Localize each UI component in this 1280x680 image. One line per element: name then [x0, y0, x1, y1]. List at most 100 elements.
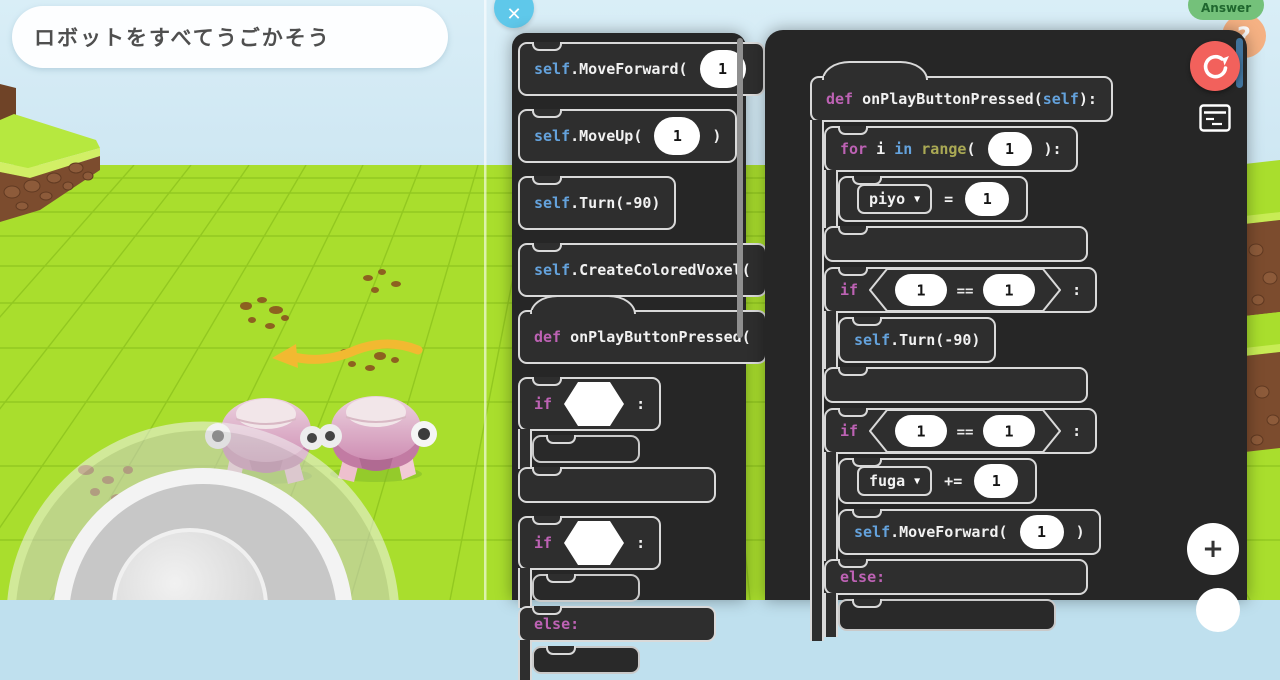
keyword-in: in	[894, 140, 913, 158]
reset-button[interactable]	[1190, 41, 1240, 91]
code-text	[552, 534, 561, 552]
block-create-colored-voxel[interactable]: self .CreateColoredVoxel(	[518, 243, 767, 297]
block-spine	[810, 120, 824, 641]
block-for-range-header[interactable]: for i in range( 1 ):	[824, 126, 1078, 172]
keyword-if: if	[840, 422, 859, 440]
keyword-self: self	[534, 127, 571, 145]
block-move-up[interactable]: self .MoveUp( 1 )	[518, 109, 738, 163]
condition-input[interactable]: 1 == 1	[869, 409, 1062, 453]
toolbox-block-list: self .MoveForward( 1 self .MoveUp( 1 ) self.…	[518, 42, 767, 680]
keyword-def: def	[534, 328, 562, 346]
nested-blocks: piyo ▼ = 1	[824, 170, 1029, 228]
robot-2	[318, 396, 437, 482]
code-text: .CreateColoredVoxel(	[570, 261, 751, 279]
terrain-ledge	[0, 84, 100, 222]
empty-slot[interactable]	[838, 599, 1056, 631]
block-increment-fuga[interactable]: fuga ▼ += 1	[838, 458, 1038, 504]
empty-slot[interactable]	[532, 435, 640, 463]
block-turn[interactable]: self .Turn(-90)	[838, 317, 997, 363]
block-if-else-footer[interactable]: else:	[518, 606, 716, 642]
keyword-def: def	[826, 90, 854, 108]
code-text: :	[627, 534, 646, 552]
nested-blocks: self .Turn(-90)	[824, 311, 997, 369]
keyword-if: if	[534, 534, 553, 552]
block-if[interactable]: if :	[518, 377, 716, 503]
block-if-else-equals[interactable]: if 1 == 1 : fuga ▼ += 1 self .MoveForward( 1 )…	[824, 408, 1101, 637]
variable-dropdown[interactable]: fuga ▼	[857, 466, 933, 496]
block-if-header[interactable]: if :	[518, 377, 662, 431]
block-spine	[518, 640, 532, 680]
condition-placeholder[interactable]	[563, 381, 625, 427]
keyword-if: if	[534, 395, 553, 413]
block-spine	[824, 452, 838, 561]
block-move-forward[interactable]: self .MoveForward( 1	[518, 42, 765, 96]
block-def-onplaybuttonpressed-header[interactable]: def onPlayButtonPressed(self):	[810, 61, 1113, 122]
joystick[interactable]	[7, 421, 399, 600]
joystick-knob[interactable]	[112, 528, 268, 600]
empty-slot[interactable]	[532, 574, 640, 602]
svg-text:==: ==	[957, 284, 974, 300]
nested-blocks	[518, 640, 640, 680]
condition-placeholder[interactable]	[563, 520, 625, 566]
keyword-self: self	[1042, 90, 1079, 108]
code-text: .MoveUp(	[570, 127, 652, 145]
code-text: ):	[1078, 90, 1097, 108]
block-def-onplaybuttonpressed[interactable]: def onPlayButtonPressed(self): for i in r…	[810, 61, 1113, 641]
block-if-equals[interactable]: if 1 == 1 : self .Turn(-90)	[824, 267, 1098, 403]
keyword-if: if	[840, 281, 859, 299]
zoom-in-button[interactable]: +	[1187, 523, 1239, 575]
keyword-range: range	[921, 140, 967, 158]
block-for-range-footer[interactable]	[824, 226, 1088, 262]
block-if-else-equals-footer[interactable]: else:	[824, 559, 1088, 595]
close-icon: ✕	[506, 4, 522, 25]
number-input[interactable]: 1	[965, 182, 1010, 216]
block-spine	[824, 170, 838, 228]
number-input[interactable]: 1	[987, 132, 1032, 166]
reset-icon	[1203, 54, 1229, 79]
block-turn[interactable]: self .Turn(-90)	[518, 176, 677, 230]
dropdown-arrow-icon: ▼	[914, 193, 921, 205]
code-workspace-panel: def onPlayButtonPressed(self): for i in r…	[765, 30, 1247, 641]
code-text: +=	[935, 472, 972, 490]
block-toolbox-panel: self .MoveForward( 1 self .MoveUp( 1 ) self.…	[512, 33, 767, 680]
code-text	[912, 140, 921, 158]
number-input[interactable]: 1	[974, 464, 1019, 498]
block-if-else[interactable]: if : else:	[518, 516, 716, 680]
answer-button[interactable]: Answer	[1188, 0, 1265, 20]
keyword-else: else:	[534, 615, 580, 633]
mission-text: ロボットをすべてうごかそう	[34, 26, 331, 50]
block-for-range[interactable]: for i in range( 1 ): piyo ▼ = 1	[824, 126, 1088, 262]
nested-blocks	[518, 429, 640, 469]
zoom-out-button[interactable]	[1196, 588, 1240, 632]
block-if-else-header[interactable]: if :	[518, 516, 662, 570]
block-assign-piyo[interactable]: piyo ▼ = 1	[838, 176, 1029, 222]
path-arrow	[272, 339, 423, 368]
code-text: =	[935, 190, 963, 208]
block-spine	[518, 568, 532, 608]
code-list-icon	[1199, 104, 1231, 132]
code-text	[858, 422, 867, 440]
code-text: :	[627, 395, 646, 413]
block-if-equals-header[interactable]: if 1 == 1 :	[824, 267, 1098, 313]
keyword-else: else:	[840, 568, 886, 586]
variable-dropdown[interactable]: piyo ▼	[857, 184, 933, 214]
workspace-block-canvas: def onPlayButtonPressed(self): for i in r…	[810, 61, 1113, 641]
number-input[interactable]: 1	[1019, 515, 1064, 549]
code-text: :	[1063, 422, 1082, 440]
block-def-onplaybuttonpressed[interactable]: def onPlayButtonPressed(	[518, 295, 767, 364]
block-if-else-equals-header[interactable]: if 1 == 1 :	[824, 408, 1098, 454]
empty-slot[interactable]	[532, 646, 640, 674]
block-if-footer[interactable]	[518, 467, 716, 503]
svg-text:1: 1	[1005, 423, 1014, 441]
keyword-self: self	[854, 523, 891, 541]
code-text	[552, 395, 561, 413]
plus-icon: +	[1202, 534, 1224, 564]
code-list-button[interactable]	[1199, 104, 1231, 132]
code-text: .Turn(-90)	[890, 331, 981, 349]
toolbox-scrollbar[interactable]	[737, 38, 743, 338]
condition-input[interactable]: 1 == 1	[869, 268, 1062, 312]
number-input[interactable]: 1	[654, 117, 701, 155]
block-if-equals-footer[interactable]	[824, 367, 1088, 403]
keyword-self: self	[534, 60, 571, 78]
block-move-forward[interactable]: self .MoveForward( 1 )	[838, 509, 1101, 555]
